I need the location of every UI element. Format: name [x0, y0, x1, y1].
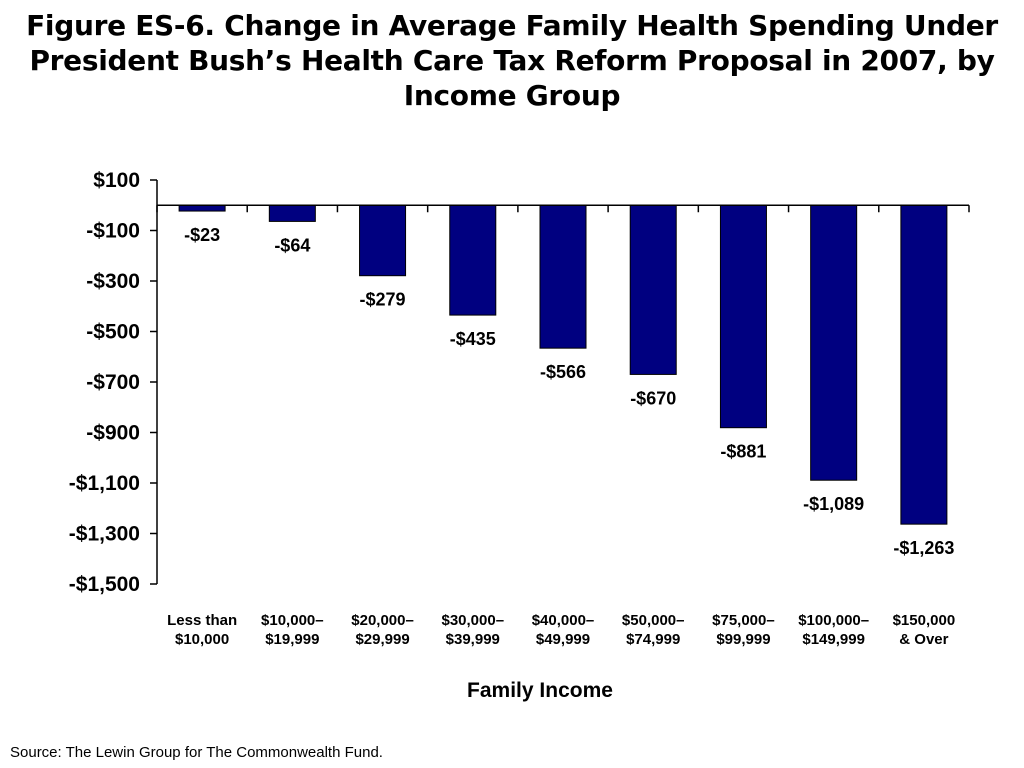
y-axis: $100 -$100 -$300 -$500 -$700 -$900 -$1,100 -$1,… [69, 169, 158, 596]
y-tick-label: -$1,500 [69, 573, 140, 596]
y-tick-label: -$300 [86, 270, 140, 293]
bar [268, 204, 316, 222]
x-category-label: $49,999 [536, 631, 590, 648]
x-category-label: $40,000– [532, 612, 595, 629]
x-category-label: $29,999 [355, 631, 409, 648]
x-category-label: $10,000 [175, 631, 229, 648]
data-label: -$64 [274, 235, 310, 255]
data-label: -$23 [184, 225, 220, 245]
y-tick-label: -$1,300 [69, 523, 140, 546]
data-label: -$566 [540, 362, 586, 382]
y-tick-label: -$100 [86, 220, 140, 243]
x-category-label: $39,999 [446, 631, 500, 648]
bar [539, 204, 587, 349]
x-category-label: $10,000– [261, 612, 324, 629]
x-axis-title: Family Income [467, 679, 613, 702]
bar [178, 204, 226, 212]
x-axis: Less than $10,000 $10,000– $19,999 $20,000– $… [156, 204, 970, 648]
x-category-label: $150,000 [893, 612, 956, 629]
data-label: -$279 [360, 290, 406, 310]
bar [449, 204, 497, 316]
x-category-label: $20,000– [351, 612, 414, 629]
data-label: -$1,089 [803, 494, 864, 514]
x-category-label: $74,999 [626, 631, 680, 648]
x-category-label: $149,999 [802, 631, 865, 648]
chart-title: Figure ES-6. Change in Average Family He… [26, 9, 998, 112]
x-category-label: $50,000– [622, 612, 685, 629]
source-note: Source: The Lewin Group for The Commonwe… [10, 744, 383, 761]
x-category-label: $19,999 [265, 631, 319, 648]
bar [900, 204, 948, 525]
data-label: -$435 [450, 329, 496, 349]
data-label: -$881 [720, 442, 766, 462]
x-category-label: & Over [899, 631, 948, 648]
bar-chart: $100 -$100 -$300 -$500 -$700 -$900 -$1,100 -$1,… [69, 169, 970, 702]
y-tick-label: -$700 [86, 371, 140, 394]
x-category-label: $75,000– [712, 612, 775, 629]
bar [359, 204, 407, 277]
y-tick-label: $100 [93, 169, 140, 192]
bar [629, 204, 677, 375]
bar [810, 204, 858, 481]
bars [178, 204, 948, 525]
data-labels: -$23 -$64 -$279 -$435 -$566 -$670 -$881 -$1,089… [184, 225, 954, 558]
y-tick-label: -$500 [86, 321, 140, 344]
x-category-label: $30,000– [441, 612, 504, 629]
x-category-label: $100,000– [798, 612, 869, 629]
data-label: -$1,263 [893, 538, 954, 558]
bar [719, 204, 767, 429]
data-label: -$670 [630, 388, 676, 408]
y-tick-label: -$1,100 [69, 472, 140, 495]
x-category-label: Less than [167, 612, 237, 629]
x-category-label: $99,999 [716, 631, 770, 648]
y-tick-label: -$900 [86, 422, 140, 445]
